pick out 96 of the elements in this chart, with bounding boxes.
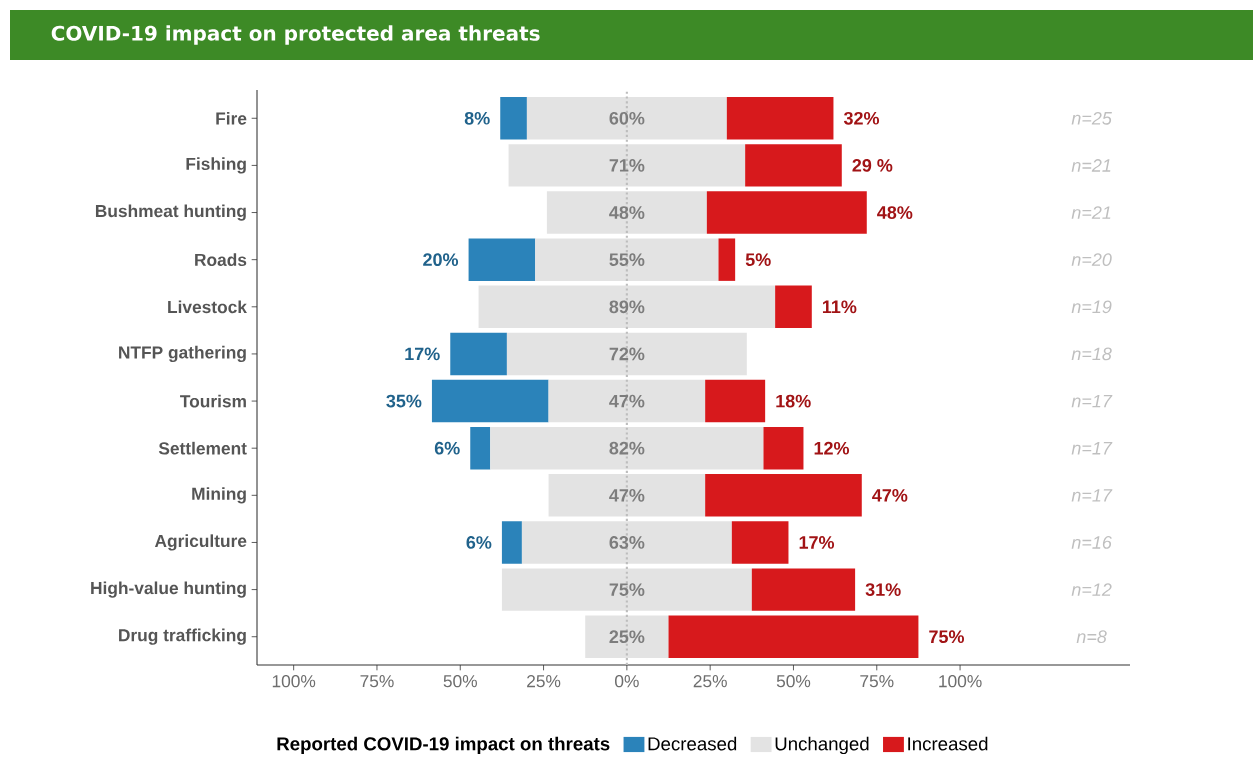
annotation: n=17 bbox=[1071, 489, 1113, 502]
data-label: 31% bbox=[865, 583, 901, 596]
bar bbox=[726, 97, 834, 140]
data-label: 75% bbox=[609, 583, 645, 596]
bar bbox=[718, 238, 736, 281]
y-tick-label: Tourism bbox=[180, 394, 246, 408]
bar bbox=[668, 615, 919, 658]
data-label: 25% bbox=[609, 630, 645, 644]
x-tick-label: 25% bbox=[693, 675, 727, 688]
bar bbox=[468, 238, 536, 281]
data-label: 48% bbox=[877, 206, 913, 219]
data-label: 32% bbox=[843, 111, 880, 125]
data-label: 17% bbox=[405, 347, 440, 361]
bar bbox=[731, 521, 789, 564]
data-label: 63% bbox=[609, 536, 645, 549]
data-label: 89% bbox=[609, 300, 645, 314]
bar bbox=[706, 191, 867, 234]
y-tick-label: Roads bbox=[195, 253, 247, 267]
data-label: 6% bbox=[466, 536, 492, 549]
bar bbox=[705, 379, 766, 423]
bar bbox=[751, 568, 856, 611]
annotation: n=19 bbox=[1071, 300, 1112, 314]
y-tick-label: Mining bbox=[192, 487, 246, 504]
annotation: n=8 bbox=[1076, 630, 1107, 644]
bar bbox=[508, 144, 746, 187]
data-label: 48% bbox=[609, 206, 645, 219]
bar bbox=[501, 521, 522, 564]
data-label: 60% bbox=[609, 111, 645, 125]
y-tick-label: Livestock bbox=[168, 300, 247, 314]
x-tick-label: 50% bbox=[776, 675, 811, 688]
annotation: n=20 bbox=[1071, 253, 1112, 267]
bar bbox=[506, 332, 747, 376]
x-tick-label: 100% bbox=[272, 675, 316, 688]
bar bbox=[775, 285, 812, 329]
data-label: 55% bbox=[609, 253, 645, 267]
bar bbox=[501, 568, 752, 611]
data-label: 11% bbox=[822, 300, 857, 314]
x-tick-label: 50% bbox=[443, 675, 477, 688]
x-tick-label: 75% bbox=[860, 675, 894, 688]
y-tick-label: Fishing bbox=[186, 157, 246, 174]
data-label: 75% bbox=[929, 630, 965, 644]
x-tick-label: 25% bbox=[527, 675, 561, 688]
data-label: 17% bbox=[799, 536, 835, 549]
y-tick-label: Drug trafficking bbox=[119, 628, 246, 645]
y-tick-label: Bushmeat hunting bbox=[95, 204, 246, 221]
annotation: n=17 bbox=[1071, 442, 1113, 455]
y-tick-label: Agriculture bbox=[154, 534, 247, 551]
data-label: 29 % bbox=[852, 159, 893, 172]
annotation: n=16 bbox=[1071, 536, 1112, 549]
data-label: 72% bbox=[609, 347, 645, 361]
y-tick-label: Fire bbox=[216, 111, 247, 125]
bar bbox=[548, 379, 706, 423]
legend-label: Increased bbox=[908, 736, 988, 751]
bar bbox=[478, 285, 776, 329]
annotation: n=25 bbox=[1071, 111, 1112, 125]
bar bbox=[500, 97, 527, 140]
y-tick-label: Settlement bbox=[158, 441, 247, 455]
legend-label: Decreased bbox=[648, 736, 737, 751]
bar bbox=[535, 238, 719, 281]
bar bbox=[705, 474, 862, 517]
bar bbox=[546, 191, 707, 234]
annotation: n=21 bbox=[1071, 159, 1111, 172]
annotation: n=18 bbox=[1071, 347, 1112, 361]
bar bbox=[763, 426, 804, 470]
bar bbox=[585, 615, 669, 658]
bar bbox=[745, 144, 842, 187]
data-label: 5% bbox=[745, 253, 771, 267]
data-label: 47% bbox=[609, 488, 645, 502]
bar bbox=[450, 332, 507, 376]
chart-title: COVID-19 impact on protected area threats bbox=[51, 25, 540, 45]
data-label: 47% bbox=[872, 488, 908, 502]
data-label: 6% bbox=[434, 441, 460, 455]
x-tick-label: 100% bbox=[939, 675, 982, 688]
bar bbox=[470, 426, 491, 470]
y-tick-label: NTFP gathering bbox=[119, 345, 246, 363]
annotation: n=21 bbox=[1071, 206, 1111, 219]
data-label: 8% bbox=[464, 111, 490, 125]
data-label: 71% bbox=[609, 159, 645, 172]
bar bbox=[526, 97, 727, 140]
data-label: 18% bbox=[776, 394, 811, 408]
data-label: 35% bbox=[386, 394, 422, 408]
y-tick-label: High-value hunting bbox=[91, 581, 246, 598]
legend-label: Unchanged bbox=[775, 736, 869, 755]
bar bbox=[431, 379, 549, 423]
x-tick-label: 0% bbox=[615, 675, 639, 688]
annotation: n=17 bbox=[1071, 394, 1113, 408]
bar bbox=[521, 521, 732, 564]
data-label: 12% bbox=[814, 441, 850, 455]
data-label: 47% bbox=[609, 394, 645, 408]
x-tick-label: 75% bbox=[360, 675, 394, 688]
data-label: 20% bbox=[423, 253, 459, 267]
data-label: 82% bbox=[609, 441, 645, 455]
legend-title: Reported COVID-19 impact on threats bbox=[277, 736, 610, 755]
bar bbox=[548, 474, 706, 517]
annotation: n=12 bbox=[1071, 583, 1112, 596]
bar bbox=[490, 426, 764, 470]
